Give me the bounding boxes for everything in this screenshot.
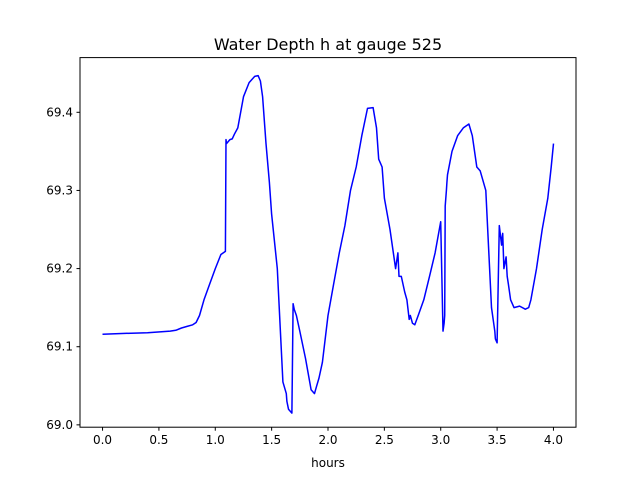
x-tick-label: 0.0 — [93, 433, 112, 447]
x-tick-label: 4.0 — [544, 433, 563, 447]
x-axis: 0.0 0.5 1.0 1.5 2.0 2.5 3.0 3.5 4.0 — [93, 427, 563, 447]
y-axis: 69.0 69.1 69.2 69.3 69.4 — [46, 105, 80, 432]
series-layer — [102, 74, 555, 414]
x-tick-label: 1.5 — [262, 433, 281, 447]
x-tick-label: 1.0 — [206, 433, 225, 447]
x-tick-label: 0.5 — [149, 433, 168, 447]
y-tick-label: 69.1 — [46, 340, 73, 354]
y-tick-label: 69.2 — [46, 262, 73, 276]
series-line — [102, 74, 555, 414]
x-axis-label: hours — [311, 456, 345, 470]
y-tick-label: 69.3 — [46, 183, 73, 197]
x-tick-label: 3.0 — [431, 433, 450, 447]
x-tick-label: 2.0 — [318, 433, 337, 447]
x-tick-label: 2.5 — [375, 433, 394, 447]
x-tick-label: 3.5 — [488, 433, 507, 447]
y-tick-label: 69.4 — [46, 105, 73, 119]
chart-title: Water Depth h at gauge 525 — [214, 35, 442, 54]
y-tick-label: 69.0 — [46, 418, 73, 432]
